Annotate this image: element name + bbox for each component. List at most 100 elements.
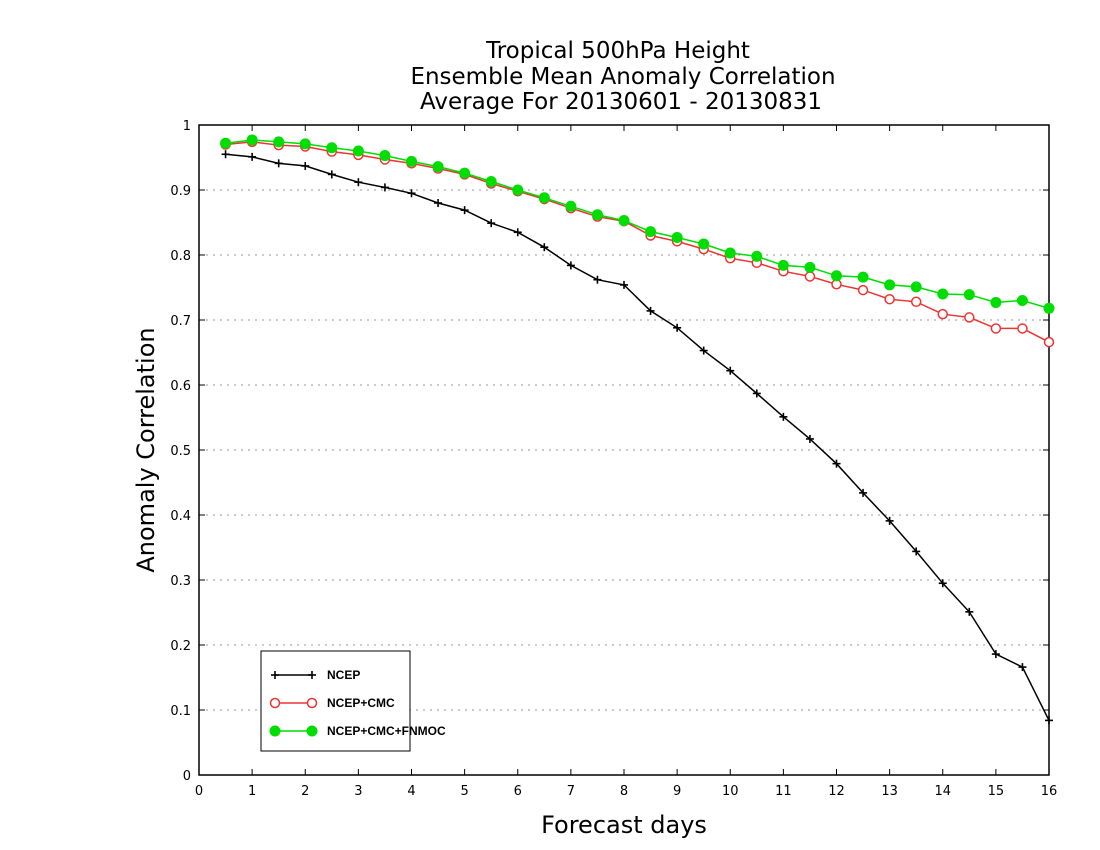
data-point-plus [540, 243, 549, 252]
data-point-filled-circle [299, 138, 311, 150]
legend-box [260, 650, 411, 752]
data-point-open-circle [1043, 336, 1055, 348]
data-point-filled-circle [884, 279, 896, 291]
y-tick-label: 0.5 [170, 444, 191, 459]
data-point-plus [513, 228, 522, 237]
data-point-filled-circle [698, 238, 710, 250]
data-point-filled-circle [352, 145, 364, 157]
x-tick-label: 13 [881, 784, 898, 799]
x-tick-label: 14 [934, 784, 951, 799]
data-point-filled-circle [379, 150, 391, 162]
legend-entry: NCEP [271, 668, 360, 682]
y-tick-label: 0.3 [170, 574, 191, 589]
legend-label: NCEP [327, 668, 360, 682]
data-point-plus [965, 607, 974, 616]
x-tick-label: 9 [673, 784, 681, 799]
data-point-plus [308, 671, 316, 679]
x-tick-label: 16 [1041, 784, 1058, 799]
data-point-filled-circle [910, 281, 922, 293]
legend-label: NCEP+CMC [327, 696, 395, 710]
y-tick-label: 0.2 [170, 639, 191, 654]
data-point-plus [248, 152, 257, 161]
y-tick-label: 1 [183, 119, 191, 134]
data-point-filled-circle [538, 192, 550, 204]
title-line-1: Tropical 500hPa Height [485, 38, 750, 64]
x-tick-label: 3 [354, 784, 362, 799]
data-point-plus [779, 412, 788, 421]
data-point-plus [434, 199, 443, 207]
data-point-open-circle [857, 284, 869, 296]
data-point-plus [301, 161, 310, 170]
axis-ticks: 00.10.20.30.40.50.60.70.80.910 1 2 3 4 5 6 7 8 9 1… [170, 119, 1057, 799]
x-tick-label: 0 [195, 784, 203, 799]
data-point-plus [487, 219, 496, 228]
data-point-filled-circle [990, 296, 1002, 308]
data-point-plus [1018, 663, 1027, 672]
data-point-plus [699, 346, 708, 355]
data-point-plus [752, 389, 761, 398]
data-point-filled-circle [565, 200, 577, 212]
data-point-plus [354, 178, 363, 187]
data-point-filled-circle [804, 261, 816, 273]
data-point-plus [885, 516, 894, 525]
data-point-open-circle [990, 323, 1002, 334]
data-point-filled-circle [671, 231, 683, 243]
y-tick-label: 0.1 [170, 704, 191, 719]
data-point-filled-circle [432, 161, 444, 173]
data-point-filled-circle [857, 271, 869, 283]
data-point-plus [566, 261, 575, 270]
data-point-filled-circle [220, 137, 232, 149]
y-tick-label: 0.9 [170, 184, 191, 199]
data-point-plus [912, 547, 921, 556]
data-point-plus [620, 280, 628, 289]
x-tick-label: 4 [407, 784, 415, 799]
data-point-filled-circle [459, 167, 471, 179]
legend-entries: NCEP NCEP+CMC NCEP+CMC+FNMOC [269, 668, 446, 738]
y-tick-label: 0.7 [170, 314, 191, 329]
data-point-filled-circle [306, 725, 318, 737]
data-point-open-circle [910, 296, 922, 308]
legend-entry: NCEP+CMC [269, 696, 395, 710]
x-tick-label: 15 [988, 784, 1005, 799]
x-tick-label: 7 [567, 784, 575, 799]
data-point-plus [593, 275, 602, 284]
data-point-plus [380, 183, 389, 192]
x-tick-label: 5 [460, 784, 468, 799]
data-point-filled-circle [618, 215, 630, 227]
data-point-plus [1045, 716, 1053, 725]
data-point-plus [221, 150, 230, 159]
series-2 [220, 134, 1055, 314]
y-tick-label: 0.4 [170, 509, 191, 524]
data-point-filled-circle [273, 136, 285, 148]
series-line [225, 141, 1050, 343]
data-point-open-circle [306, 697, 318, 709]
data-point-open-circle [964, 312, 975, 323]
gridlines [199, 189, 1049, 711]
data-point-plus [646, 306, 655, 315]
x-tick-label: 2 [301, 784, 309, 799]
data-point-filled-circle [751, 250, 763, 262]
data-point-plus [859, 488, 868, 497]
data-point-plus [407, 189, 416, 198]
legend-label: NCEP+CMC+FNMOC [327, 724, 446, 738]
series-line [225, 153, 1050, 721]
data-point-plus [832, 459, 841, 468]
data-point-filled-circle [724, 247, 736, 259]
data-point-plus [805, 434, 814, 443]
series-0 [221, 150, 1053, 725]
data-point-filled-circle [485, 176, 497, 188]
data-point-plus [460, 206, 469, 215]
x-tick-label: 10 [722, 784, 739, 799]
data-point-filled-circle [269, 725, 281, 737]
x-tick-label: 12 [828, 784, 845, 799]
data-point-plus [991, 650, 1000, 659]
x-tick-label: 6 [514, 784, 522, 799]
x-tick-label: 1 [248, 784, 256, 799]
data-point-filled-circle [591, 209, 603, 221]
data-point-filled-circle [777, 259, 789, 271]
x-tick-label: 11 [775, 784, 792, 799]
y-tick-label: 0.8 [170, 249, 191, 264]
data-point-filled-circle [645, 226, 657, 238]
data-point-plus [274, 159, 283, 168]
